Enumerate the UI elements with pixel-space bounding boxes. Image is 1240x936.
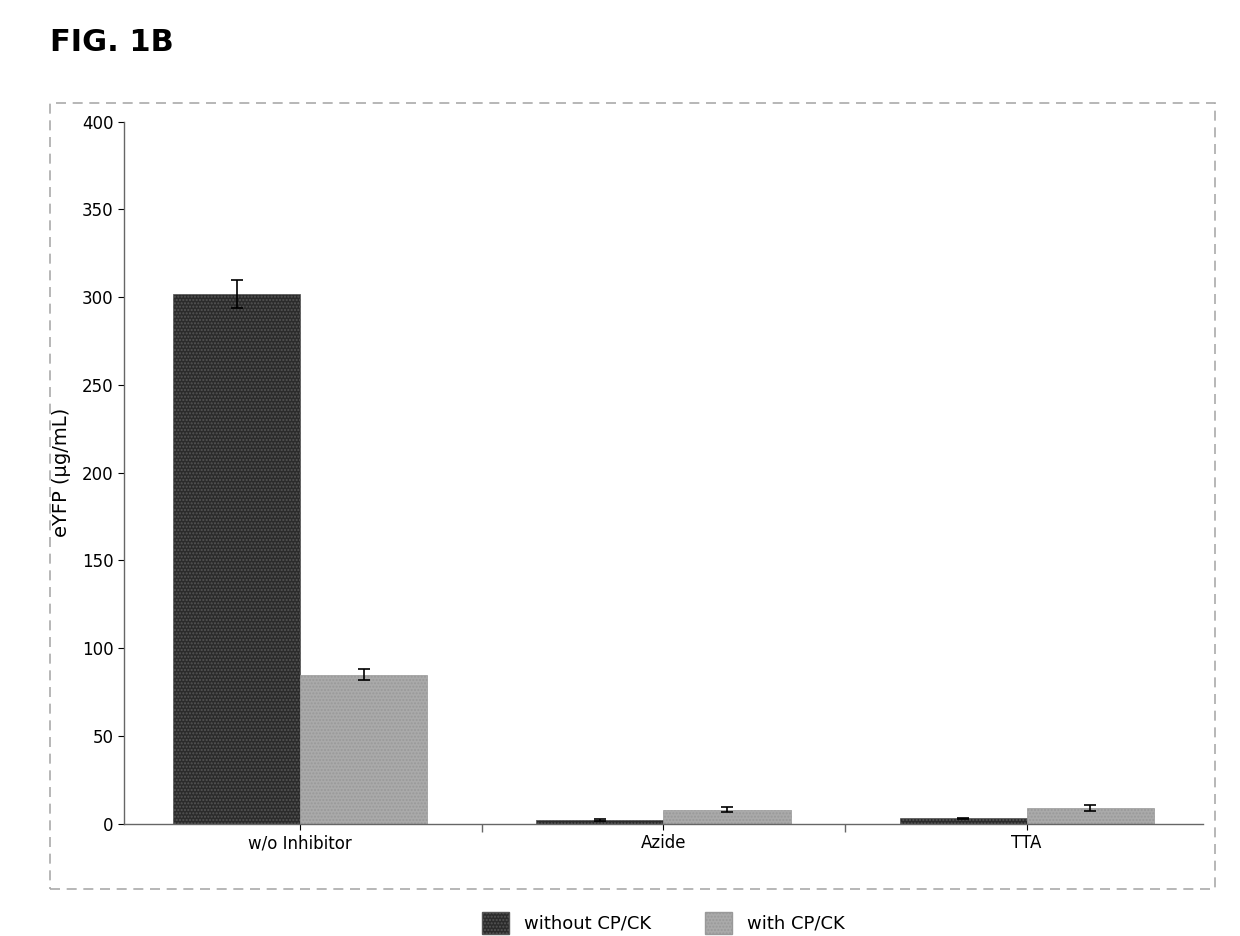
Legend: without CP/CK, with CP/CK: without CP/CK, with CP/CK <box>475 904 852 936</box>
Text: FIG. 1B: FIG. 1B <box>50 28 174 57</box>
Bar <box>1027 808 1153 824</box>
Bar <box>174 294 300 824</box>
Bar <box>536 820 663 824</box>
Y-axis label: eYFP (µg/mL): eYFP (µg/mL) <box>52 408 71 537</box>
Bar <box>300 675 428 824</box>
Bar <box>663 810 791 824</box>
Bar <box>899 818 1027 824</box>
